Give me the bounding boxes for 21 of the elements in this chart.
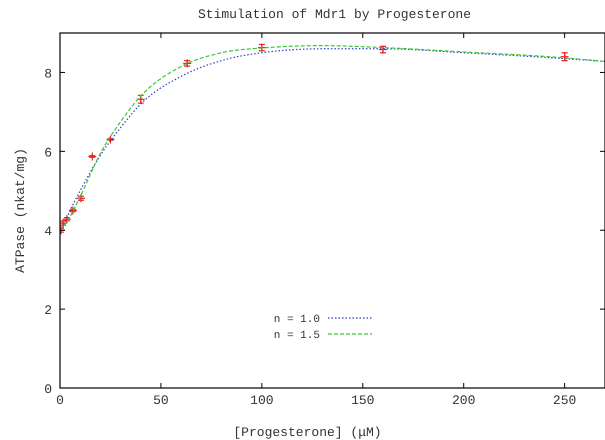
y-tick-label: 2 bbox=[44, 303, 52, 318]
y-tick-label: 4 bbox=[44, 224, 52, 240]
x-tick-label: 250 bbox=[552, 393, 576, 408]
legend-label: n = 1.5 bbox=[274, 330, 320, 342]
point bbox=[62, 214, 72, 224]
y-axis-title: ATPase (nkat/mg) bbox=[13, 148, 28, 273]
point bbox=[76, 194, 86, 203]
x-axis-title: [Progesterone] (μM) bbox=[233, 425, 382, 440]
x-tick-label: 50 bbox=[153, 393, 169, 408]
y-tick-label: 8 bbox=[44, 66, 52, 82]
x-tick-label: 0 bbox=[56, 393, 64, 408]
x-tick-label: 150 bbox=[351, 393, 374, 408]
chart-title: Stimulation of Mdr1 by Progesterone bbox=[198, 7, 472, 22]
point bbox=[68, 206, 78, 216]
x-tick-label: 200 bbox=[452, 393, 476, 408]
x-tick-label: 100 bbox=[250, 393, 274, 408]
legend-label: n = 1.0 bbox=[274, 314, 320, 326]
point bbox=[106, 134, 116, 144]
y-tick-label: 6 bbox=[44, 145, 52, 160]
point bbox=[88, 152, 97, 162]
y-tick-label: 0 bbox=[44, 382, 52, 397]
